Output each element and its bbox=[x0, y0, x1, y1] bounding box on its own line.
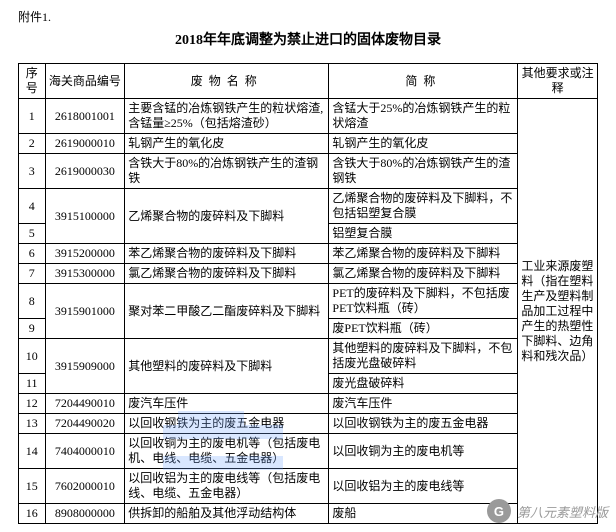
cell-seq: 6 bbox=[19, 244, 46, 264]
cell-code: 3915200000 bbox=[45, 244, 125, 264]
table-row: 83915901000聚对苯二甲酸乙二酯废碎料及下脚料PET的废碎料及下脚料，不… bbox=[19, 284, 598, 319]
watermark: G 第八元素塑料版 bbox=[487, 499, 608, 523]
cell-name: 氯乙烯聚合物的废碎料及下脚料 bbox=[125, 264, 329, 284]
table-row: 43915100000乙烯聚合物的废碎料及下脚料乙烯聚合物的废碎料及下脚料，不包… bbox=[19, 189, 598, 224]
cell-code: 7404000010 bbox=[45, 434, 125, 469]
cell-seq: 10 bbox=[19, 339, 46, 374]
cell-name: 供拆卸的船舶及其他浮动结构体 bbox=[125, 504, 329, 524]
table-header-row: 序号 海关商品编号 废物名称 简称 其他要求或注释 bbox=[19, 64, 598, 99]
cell-abbr: 氯乙烯聚合物的废碎料及下脚料 bbox=[329, 264, 518, 284]
table-row: 22619000010轧钢产生的氧化皮轧钢产生的氧化皮 bbox=[19, 134, 598, 154]
cell-abbr: 其他塑料的废碎料及下脚料，不包括废光盘破碎料 bbox=[329, 339, 518, 374]
cell-name: 主要含锰的冶炼钢铁产生的粒状熔渣, 含锰量≥25%（包括熔渣砂） bbox=[125, 99, 329, 134]
cell-name: 以回收铜为主的废电机等（包括废电机、电线、电缆、五金电器） bbox=[125, 434, 329, 469]
cell-name: 其他塑料的废碎料及下脚料 bbox=[125, 339, 329, 394]
cell-code: 2619000030 bbox=[45, 154, 125, 189]
cell-abbr: 含锰大于25%的冶炼钢铁产生的粒状熔渣 bbox=[329, 99, 518, 134]
cell-abbr: 废汽车压件 bbox=[329, 394, 518, 414]
header-abbr: 简称 bbox=[329, 64, 518, 99]
cell-abbr: 以回收铜为主的废电机等 bbox=[329, 434, 518, 469]
cell-abbr: 铝塑复合膜 bbox=[329, 224, 518, 244]
header-code: 海关商品编号 bbox=[45, 64, 125, 99]
cell-seq: 12 bbox=[19, 394, 46, 414]
attachment-label: 附件1. bbox=[18, 8, 598, 25]
cell-name: 以回收铝为主的废电线等（包括废电线、电缆、五金电器） bbox=[125, 469, 329, 504]
cell-seq: 7 bbox=[19, 264, 46, 284]
table-row: 137204490020以回收钢铁为主的废五金电器以回收钢铁为主的废五金电器 bbox=[19, 414, 598, 434]
cell-seq: 13 bbox=[19, 414, 46, 434]
cell-name: 含铁大于80%的冶炼钢铁产生的渣钢铁 bbox=[125, 154, 329, 189]
watermark-text: 第八元素塑料版 bbox=[517, 502, 608, 521]
cell-code: 3915901000 bbox=[45, 284, 125, 339]
cell-name: 乙烯聚合物的废碎料及下脚料 bbox=[125, 189, 329, 244]
cell-abbr: 乙烯聚合物的废碎料及下脚料，不包括铝塑复合膜 bbox=[329, 189, 518, 224]
cell-name: 以回收钢铁为主的废五金电器 bbox=[125, 414, 329, 434]
cell-code: 2618001001 bbox=[45, 99, 125, 134]
cell-code: 7204490020 bbox=[45, 414, 125, 434]
cell-seq: 3 bbox=[19, 154, 46, 189]
table-row: 147404000010以回收铜为主的废电机等（包括废电机、电线、电缆、五金电器… bbox=[19, 434, 598, 469]
cell-seq: 11 bbox=[19, 374, 46, 394]
cell-abbr: 废PET饮料瓶（砖） bbox=[329, 319, 518, 339]
cell-seq: 14 bbox=[19, 434, 46, 469]
document-title: 2018年年底调整为禁止进口的固体废物目录 bbox=[18, 29, 598, 49]
cell-seq: 16 bbox=[19, 504, 46, 524]
cell-abbr: PET的废碎料及下脚料，不包括废PET饮料瓶（砖） bbox=[329, 284, 518, 319]
cell-name: 苯乙烯聚合物的废碎料及下脚料 bbox=[125, 244, 329, 264]
table-row: 63915200000苯乙烯聚合物的废碎料及下脚料苯乙烯聚合物的废碎料及下脚料 bbox=[19, 244, 598, 264]
cell-seq: 2 bbox=[19, 134, 46, 154]
table-row: 103915909000其他塑料的废碎料及下脚料其他塑料的废碎料及下脚料，不包括… bbox=[19, 339, 598, 374]
cell-abbr: 以回收钢铁为主的废五金电器 bbox=[329, 414, 518, 434]
cell-code: 7204490010 bbox=[45, 394, 125, 414]
cell-code: 3915909000 bbox=[45, 339, 125, 394]
table-row: 12618001001主要含锰的冶炼钢铁产生的粒状熔渣, 含锰量≥25%（包括熔… bbox=[19, 99, 598, 134]
cell-abbr: 轧钢产生的氧化皮 bbox=[329, 134, 518, 154]
cell-code: 2619000010 bbox=[45, 134, 125, 154]
cell-code: 8908000000 bbox=[45, 504, 125, 524]
cell-note: 工业来源废塑料（指在塑料生产及塑料制品加工过程中产生的热塑性下脚料、边角料和残次… bbox=[518, 99, 598, 524]
cell-name: 轧钢产生的氧化皮 bbox=[125, 134, 329, 154]
cell-code: 7602000010 bbox=[45, 469, 125, 504]
cell-seq: 5 bbox=[19, 224, 46, 244]
cell-name: 废汽车压件 bbox=[125, 394, 329, 414]
cell-abbr: 含铁大于80%的冶炼钢铁产生的渣钢铁 bbox=[329, 154, 518, 189]
cell-code: 3915100000 bbox=[45, 189, 125, 244]
table-row: 73915300000氯乙烯聚合物的废碎料及下脚料氯乙烯聚合物的废碎料及下脚料 bbox=[19, 264, 598, 284]
header-seq: 序号 bbox=[19, 64, 46, 99]
cell-abbr: 苯乙烯聚合物的废碎料及下脚料 bbox=[329, 244, 518, 264]
header-name: 废物名称 bbox=[125, 64, 329, 99]
header-note: 其他要求或注释 bbox=[518, 64, 598, 99]
table-row: 127204490010废汽车压件废汽车压件 bbox=[19, 394, 598, 414]
cell-seq: 1 bbox=[19, 99, 46, 134]
table-row: 32619000030含铁大于80%的冶炼钢铁产生的渣钢铁含铁大于80%的冶炼钢… bbox=[19, 154, 598, 189]
watermark-icon: G bbox=[487, 499, 511, 523]
catalog-table: 序号 海关商品编号 废物名称 简称 其他要求或注释 12618001001主要含… bbox=[18, 63, 598, 524]
cell-seq: 8 bbox=[19, 284, 46, 319]
cell-seq: 9 bbox=[19, 319, 46, 339]
cell-code: 3915300000 bbox=[45, 264, 125, 284]
cell-name: 聚对苯二甲酸乙二酯废碎料及下脚料 bbox=[125, 284, 329, 339]
cell-abbr: 废光盘破碎料 bbox=[329, 374, 518, 394]
cell-seq: 15 bbox=[19, 469, 46, 504]
cell-seq: 4 bbox=[19, 189, 46, 224]
